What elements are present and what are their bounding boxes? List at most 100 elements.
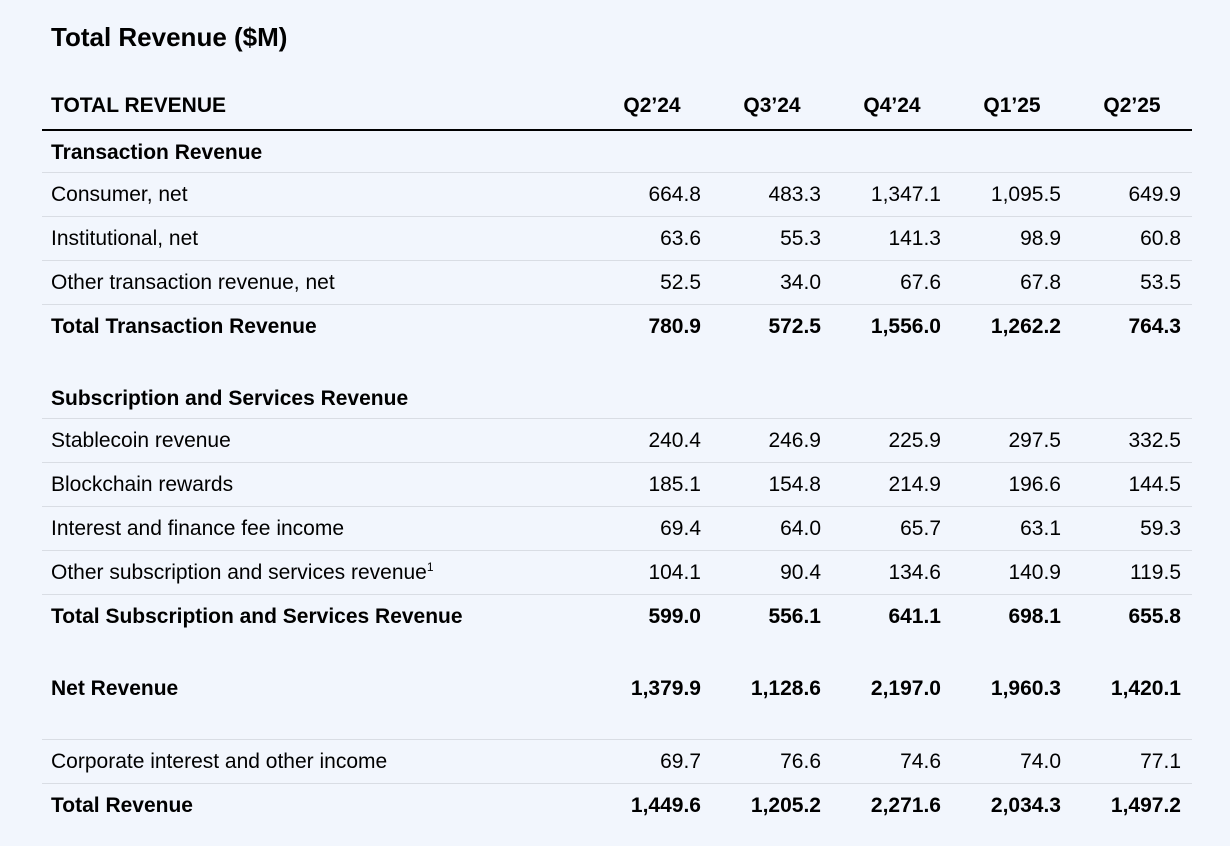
table-row: Stablecoin revenue 240.4 246.9 225.9 297… <box>42 419 1192 463</box>
cell-value: 60.8 <box>1140 227 1181 250</box>
cell-value: 599.0 <box>648 605 701 628</box>
cell-value: 134.6 <box>888 561 941 584</box>
cell-value: 119.5 <box>1130 561 1181 584</box>
cell-value: 649.9 <box>1128 183 1181 206</box>
spacer <box>42 638 1192 667</box>
cell-value: 2,034.3 <box>990 794 1061 817</box>
cell-value: 90.4 <box>780 561 821 584</box>
total-row-transaction: Total Transaction Revenue 780.9 572.5 1,… <box>42 305 1192 348</box>
cell-value: 214.9 <box>888 473 941 496</box>
cell-value: 698.1 <box>1008 605 1061 628</box>
cell-value: 1,960.3 <box>990 677 1061 700</box>
header-quarter: Q2’25 <box>1103 94 1161 117</box>
total-revenue-row: Total Revenue 1,449.6 1,205.2 2,271.6 2,… <box>42 784 1192 827</box>
cell-value: 34.0 <box>780 271 821 294</box>
section-label: Transaction Revenue <box>51 141 263 164</box>
cell-value: 664.8 <box>648 183 701 206</box>
page-title: Total Revenue ($M) <box>51 22 288 52</box>
cell-value: 655.8 <box>1128 605 1181 628</box>
section-label: Subscription and Services Revenue <box>51 387 409 410</box>
cell-value: 483.3 <box>768 183 821 206</box>
cell-value: 52.5 <box>660 271 701 294</box>
cell-value: 53.5 <box>1140 271 1181 294</box>
cell-value: 65.7 <box>900 517 941 540</box>
row-label: Net Revenue <box>51 677 179 700</box>
cell-value: 185.1 <box>648 473 701 496</box>
cell-value: 225.9 <box>888 429 941 452</box>
cell-value: 1,262.2 <box>990 315 1061 338</box>
cell-value: 1,095.5 <box>990 183 1061 206</box>
cell-value: 1,128.6 <box>750 677 821 700</box>
header-label: TOTAL REVENUE <box>51 94 227 117</box>
total-row-subscription: Total Subscription and Services Revenue … <box>42 595 1192 638</box>
cell-value: 140.9 <box>1008 561 1061 584</box>
spacer <box>42 710 1192 740</box>
header-quarter: Q3’24 <box>743 94 801 117</box>
cell-value: 141.3 <box>888 227 941 250</box>
cell-value: 1,379.9 <box>630 677 701 700</box>
cell-value: 1,205.2 <box>750 794 821 817</box>
corporate-income-row: Corporate interest and other income 69.7… <box>42 740 1192 784</box>
cell-value: 63.6 <box>660 227 701 250</box>
cell-value: 2,197.0 <box>870 677 941 700</box>
cell-value: 1,449.6 <box>630 794 701 817</box>
cell-value: 641.1 <box>888 605 941 628</box>
cell-value: 76.6 <box>780 750 821 773</box>
spacer <box>42 348 1192 377</box>
row-label: Corporate interest and other income <box>51 750 388 773</box>
footnote-marker: 1 <box>426 560 434 574</box>
cell-value: 144.5 <box>1128 473 1181 496</box>
cell-value: 69.4 <box>660 517 701 540</box>
row-label: Institutional, net <box>51 227 199 250</box>
row-label: Consumer, net <box>51 183 188 206</box>
cell-value: 67.6 <box>900 271 941 294</box>
cell-value: 1,497.2 <box>1110 794 1181 817</box>
row-label: Other subscription and services revenue1 <box>51 561 434 585</box>
cell-value: 104.1 <box>648 561 701 584</box>
cell-value: 297.5 <box>1008 429 1061 452</box>
cell-value: 196.6 <box>1008 473 1061 496</box>
table-row: Other subscription and services revenue1… <box>42 551 1192 595</box>
cell-value: 1,347.1 <box>870 183 941 206</box>
table-header: TOTAL REVENUE Q2’24 Q3’24 Q4’24 Q1’25 Q2… <box>42 84 1192 131</box>
row-label: Blockchain rewards <box>51 473 234 496</box>
cell-value: 63.1 <box>1020 517 1061 540</box>
cell-value: 780.9 <box>648 315 701 338</box>
header-quarter: Q4’24 <box>863 94 921 117</box>
cell-value: 74.6 <box>900 750 941 773</box>
cell-value: 240.4 <box>648 429 701 452</box>
row-label: Total Subscription and Services Revenue <box>51 605 463 628</box>
revenue-table: TOTAL REVENUE Q2’24 Q3’24 Q4’24 Q1’25 Q2… <box>42 84 1192 827</box>
cell-value: 69.7 <box>660 750 701 773</box>
table-row: Consumer, net 664.8 483.3 1,347.1 1,095.… <box>42 173 1192 217</box>
row-label-text: Other subscription and services revenue <box>51 561 427 584</box>
cell-value: 98.9 <box>1020 227 1061 250</box>
section-header-transaction: Transaction Revenue <box>42 131 1192 173</box>
header-quarter: Q2’24 <box>623 94 681 117</box>
row-label: Stablecoin revenue <box>51 429 231 452</box>
cell-value: 74.0 <box>1020 750 1061 773</box>
table-row: Blockchain rewards 185.1 154.8 214.9 196… <box>42 463 1192 507</box>
cell-value: 64.0 <box>780 517 821 540</box>
cell-value: 572.5 <box>768 315 821 338</box>
cell-value: 59.3 <box>1140 517 1181 540</box>
row-label: Total Transaction Revenue <box>51 315 317 338</box>
net-revenue-row: Net Revenue 1,379.9 1,128.6 2,197.0 1,96… <box>42 667 1192 710</box>
row-label: Total Revenue <box>51 794 193 817</box>
table-row: Interest and finance fee income 69.4 64.… <box>42 507 1192 551</box>
header-quarter: Q1’25 <box>983 94 1041 117</box>
table-row: Other transaction revenue, net 52.5 34.0… <box>42 261 1192 305</box>
cell-value: 1,556.0 <box>870 315 941 338</box>
table-row: Institutional, net 63.6 55.3 141.3 98.9 … <box>42 217 1192 261</box>
section-header-subscription: Subscription and Services Revenue <box>42 377 1192 419</box>
row-label: Other transaction revenue, net <box>51 271 335 294</box>
cell-value: 332.5 <box>1128 429 1181 452</box>
cell-value: 2,271.6 <box>870 794 941 817</box>
cell-value: 556.1 <box>768 605 821 628</box>
cell-value: 246.9 <box>768 429 821 452</box>
cell-value: 55.3 <box>780 227 821 250</box>
cell-value: 67.8 <box>1020 271 1061 294</box>
cell-value: 154.8 <box>768 473 821 496</box>
cell-value: 1,420.1 <box>1110 677 1181 700</box>
cell-value: 77.1 <box>1140 750 1181 773</box>
